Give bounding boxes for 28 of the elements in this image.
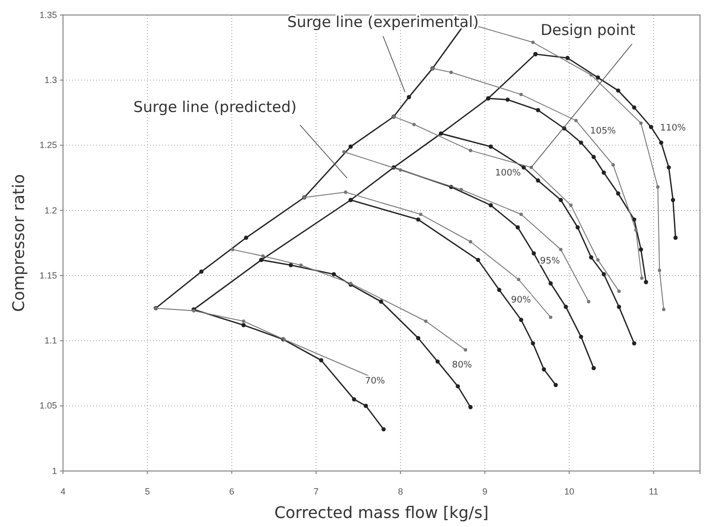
annotation: 100% [495,168,522,178]
annotation: Surge line (experimental) [287,13,479,31]
x-tick-label: 11 [648,486,658,496]
x-tick-label: 5 [144,486,150,496]
y-tick-label: 1.35 [39,10,57,20]
y-tick-label: 1.2 [44,205,57,216]
x-tick-label: 9 [482,486,488,496]
annotation: 110% [660,123,686,134]
annotation: 70% [364,376,386,386]
annotation: 95% [540,256,560,266]
x-tick-label: 6 [229,486,234,496]
y-tick-label: 1.25 [39,140,57,150]
annotation: 105% [590,126,616,136]
x-axis-title: Corrected mass flow [kg/s] [274,503,489,522]
y-tick-label: 1.15 [39,270,57,280]
annotation: 80% [452,360,472,370]
annotation: Surge line (predicted) [133,98,297,116]
annotation: 90% [510,295,532,306]
y-tick-label: 1.05 [39,400,57,411]
annotation: Design point [540,21,636,39]
y-tick-label: 1.1 [44,336,57,346]
x-tick-label: 7 [314,486,319,496]
x-tick-label: 4 [60,486,66,496]
y-tick-label: 1 [52,466,57,476]
x-tick-label: 10 [564,486,574,496]
y-axis-title: Compressor ratio [9,174,28,312]
x-tick-label: 8 [398,486,403,496]
y-tick-label: 1.3 [44,75,57,86]
